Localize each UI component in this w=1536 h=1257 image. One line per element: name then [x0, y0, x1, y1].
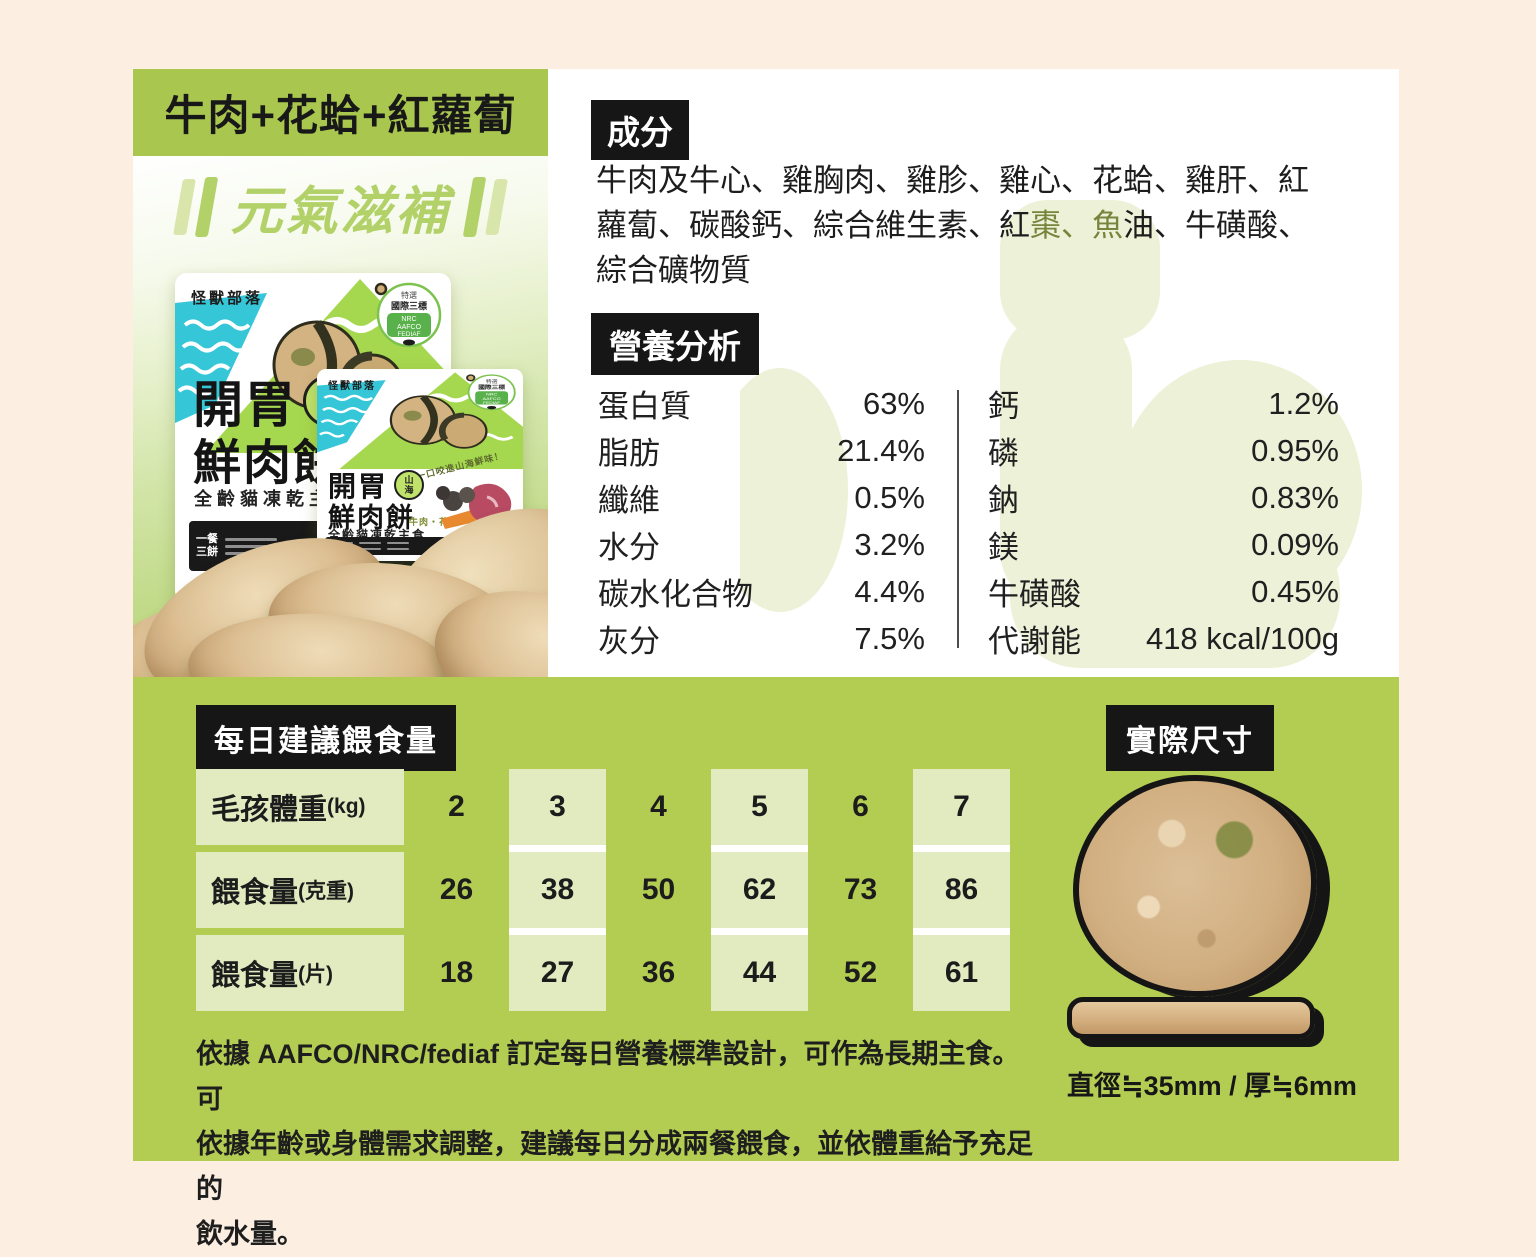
nutrition-column-left: 蛋白質 63% 脂肪 21.4% 纖維 0.5% 水分 3.2% 碳水化合物 4.4% 灰… — [598, 380, 925, 662]
svg-text:FEDIAF: FEDIAF — [397, 331, 420, 338]
nutrition-row: 碳水化合物 4.4% — [598, 573, 925, 613]
table-cell: 26 — [439, 873, 474, 906]
nutrition-row: 鈉 0.83% — [988, 479, 1339, 519]
table-cell: 50 — [641, 873, 676, 906]
slogan-bar-icon — [195, 176, 219, 237]
certification-badge: 特選 國際三標 NRC AAFCO FEDIAF — [376, 282, 442, 348]
nutrition-header: 營養分析 — [591, 313, 759, 375]
ingredients-header: 成分 — [591, 100, 689, 160]
table-cell: 62 — [711, 852, 808, 928]
slogan-bar-icon — [462, 176, 486, 237]
table-cell: 36 — [641, 956, 676, 989]
slogan: 元氣滋補 — [133, 169, 548, 244]
nutrition-row: 灰分 7.5% — [598, 620, 925, 660]
table-cell: 18 — [439, 956, 474, 989]
table-cell: 6 — [852, 790, 869, 823]
micro-text-lines — [359, 542, 381, 550]
ingredients-line: 蘿蔔、碳酸鈣、綜合維生素、紅棗、魚油、牛磺酸、 — [596, 208, 1309, 243]
nutrition-row: 脂肪 21.4% — [598, 432, 925, 472]
feeding-value-column: 4 50 36 — [610, 769, 707, 1011]
table-cell: 7 — [913, 769, 1010, 845]
nutrition-column-right: 鈣 1.2% 磷 0.95% 鈉 0.83% 鎂 0.09% 牛磺酸 0.45% 代謝能 4… — [988, 380, 1339, 662]
micro-text-lines — [387, 542, 409, 550]
flavor-title: 牛肉+花蛤+紅蘿蔔 — [133, 69, 548, 156]
slogan-bar-icon — [173, 178, 197, 235]
svg-text:國際三標: 國際三標 — [391, 300, 427, 311]
ingredients-line: 綜合礦物質 — [596, 253, 751, 288]
table-cell: 61 — [913, 935, 1010, 1011]
nutrition-row: 磷 0.95% — [988, 432, 1339, 472]
nutrition-row: 代謝能 418 kcal/100g — [988, 620, 1339, 660]
table-cell: 44 — [711, 935, 808, 1011]
feeding-row-label: 毛孩體重 (kg) — [196, 769, 404, 845]
feeding-value-column: 5 62 44 — [711, 769, 808, 1011]
slogan-text: 元氣滋補 — [230, 183, 451, 241]
feeding-value-column: 3 38 27 — [509, 769, 606, 1011]
nutrition-row: 水分 3.2% — [598, 526, 925, 566]
table-cell: 4 — [650, 790, 667, 823]
cookie-front-photo — [1073, 775, 1317, 997]
table-cell: 27 — [509, 935, 606, 1011]
muscle-arm-watermark — [740, 200, 1362, 668]
svg-text:AAFCO: AAFCO — [397, 324, 422, 331]
nutrition-row: 鎂 0.09% — [988, 526, 1339, 566]
size-caption: 直徑≒35mm / 厚≒6mm — [1067, 1071, 1357, 1101]
bag-title-line1: 開胃 山 海 — [328, 465, 425, 505]
table-cell: 2 — [448, 790, 465, 823]
svg-text:特選: 特選 — [401, 290, 417, 300]
bag-title-line2: 鮮肉餅 — [328, 503, 415, 533]
feeding-table: 毛孩體重 (kg) 餵食量 (克重) 餵食量 (片) 2 26 18 3 38 2 7 … — [196, 769, 1010, 1011]
table-cell: 3 — [509, 769, 606, 845]
footnote-line: 依據年齡或身體需求調整，建議每日分成兩餐餵食，並依體重給予充足的 — [196, 1129, 1033, 1204]
table-cell: 86 — [913, 852, 1010, 928]
column-divider — [957, 390, 959, 648]
feeding-header: 每日建議餵食量 — [196, 705, 456, 771]
cat-icon — [403, 339, 415, 346]
ingredients-text: 牛肉及牛心、雞胸肉、雞胗、雞心、花蛤、雞肝、紅 蘿蔔、碳酸鈣、綜合維生素、紅棗、… — [596, 158, 1406, 293]
mountain-sea-badge: 山 海 — [394, 470, 425, 500]
product-panel: 牛肉+花蛤+紅蘿蔔 元氣滋補 — [133, 69, 548, 677]
feeding-value-column: 6 73 52 — [812, 769, 909, 1011]
actual-size-header: 實際尺寸 — [1106, 705, 1274, 771]
feeding-row-label: 餵食量 (片) — [196, 935, 404, 1011]
svg-text:NRC: NRC — [401, 316, 416, 323]
nutrition-row: 纖維 0.5% — [598, 479, 925, 519]
feeding-row-label: 餵食量 (克重) — [196, 852, 404, 928]
brand-name: 怪獸部落 — [191, 290, 264, 307]
feeding-label-column: 毛孩體重 (kg) 餵食量 (克重) 餵食量 (片) — [196, 769, 404, 1011]
footnote-line: 依據 AAFCO/NRC/fediaf 訂定每日營養標準設計，可作為長期主食。可 — [196, 1039, 1020, 1114]
table-cell: 38 — [509, 852, 606, 928]
feeding-footnote: 依據 AAFCO/NRC/fediaf 訂定每日營養標準設計，可作為長期主食。可… — [196, 1032, 1046, 1257]
table-cell: 5 — [711, 769, 808, 845]
footnote-line: 飲水量。 — [196, 1219, 304, 1249]
feeding-value-column: 2 26 18 — [408, 769, 505, 1011]
bag-title-line2: 鮮肉餅 — [193, 437, 344, 490]
nutrition-row: 蛋白質 63% — [598, 385, 925, 425]
nutrition-row: 鈣 1.2% — [988, 385, 1339, 425]
feeding-value-column: 7 86 61 — [913, 769, 1010, 1011]
table-cell: 52 — [843, 956, 878, 989]
nutrition-row: 牛磺酸 0.45% — [988, 573, 1339, 613]
ingredient-photos — [436, 483, 512, 529]
bag-product-line: 全齡貓凍乾主食 — [194, 489, 355, 509]
table-cell: 73 — [843, 873, 878, 906]
cookie-side-photo — [1067, 997, 1315, 1039]
slogan-bar-icon — [484, 178, 508, 235]
ingredients-line: 牛肉及牛心、雞胸肉、雞胗、雞心、花蛤、雞肝、紅 — [596, 163, 1309, 198]
brand-name: 怪獸部落 — [328, 381, 376, 392]
